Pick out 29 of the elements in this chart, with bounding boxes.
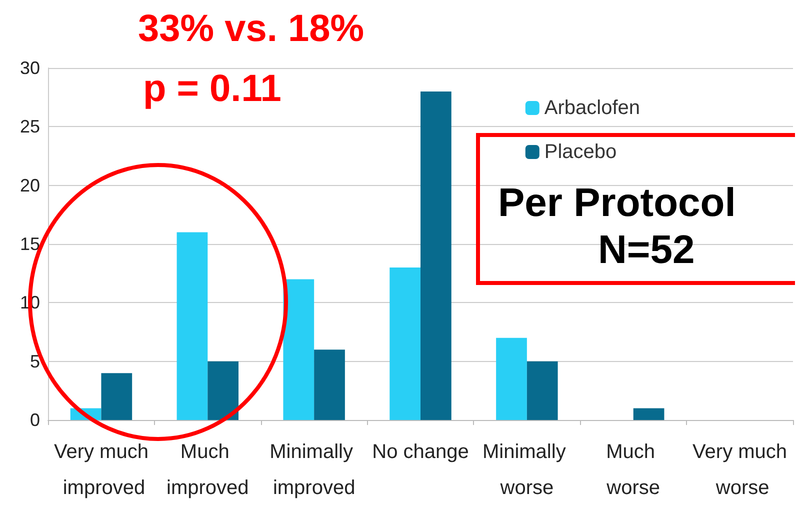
y-tick-label: 30 [20,58,40,78]
legend-label: Placebo [544,141,617,163]
y-tick-label: 25 [20,116,40,137]
y-tick-label: 20 [20,175,40,196]
bar [390,267,420,420]
x-tick-label: Much improved [166,441,249,499]
bar [526,361,558,420]
annotation: N=52 [598,228,695,272]
x-tick-label: No change [372,441,469,463]
legend-label: Arbaclofen [544,97,640,119]
y-tick-label: 5 [30,351,40,372]
x-tick-label: Very much improved [54,441,148,499]
bar [208,361,239,420]
annotation: p = 0.11 [143,68,282,110]
text: 33% vs. 18% [138,8,364,50]
bar [283,279,314,420]
x-tick-label: Minimally worse [482,441,572,499]
bar [101,373,132,420]
bar [496,338,527,420]
y-tick-label: 0 [30,410,40,430]
bar [420,91,452,420]
annotation: Per Protocol [498,181,736,225]
bar [176,232,208,420]
x-tick-label: Much worse [606,441,661,499]
x-tick-label: Very much worse [692,441,788,499]
bar [633,408,664,420]
bar [314,350,345,420]
x-tick-label: Minimally improved [270,441,359,499]
y-tick-label: 15 [20,234,40,254]
